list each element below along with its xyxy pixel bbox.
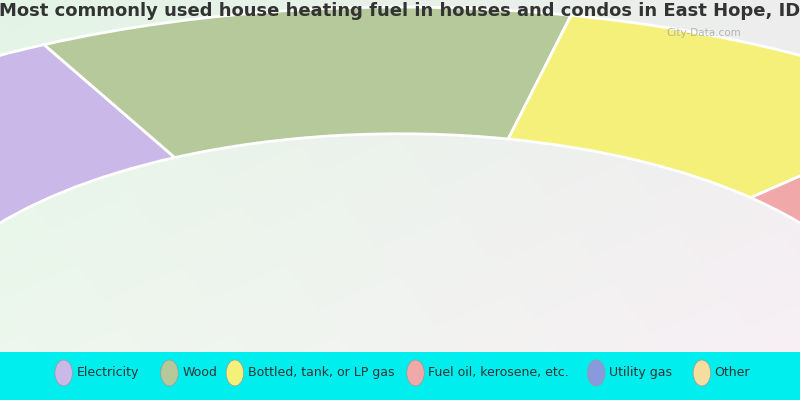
- Ellipse shape: [406, 360, 424, 386]
- Wedge shape: [750, 108, 800, 272]
- Ellipse shape: [55, 360, 73, 386]
- Text: Fuel oil, kerosene, etc.: Fuel oil, kerosene, etc.: [428, 366, 569, 380]
- Text: Utility gas: Utility gas: [609, 366, 672, 380]
- Ellipse shape: [161, 360, 178, 386]
- Ellipse shape: [226, 360, 244, 386]
- Text: Other: Other: [714, 366, 750, 380]
- Text: Bottled, tank, or LP gas: Bottled, tank, or LP gas: [248, 366, 394, 380]
- Text: Electricity: Electricity: [77, 366, 139, 380]
- Text: City-Data.com: City-Data.com: [666, 28, 742, 38]
- Ellipse shape: [693, 360, 710, 386]
- Text: Most commonly used house heating fuel in houses and condos in East Hope, ID: Most commonly used house heating fuel in…: [0, 2, 800, 20]
- Ellipse shape: [587, 360, 605, 386]
- Wedge shape: [508, 15, 800, 198]
- Wedge shape: [0, 45, 175, 352]
- Text: Wood: Wood: [182, 366, 217, 380]
- Wedge shape: [44, 7, 571, 158]
